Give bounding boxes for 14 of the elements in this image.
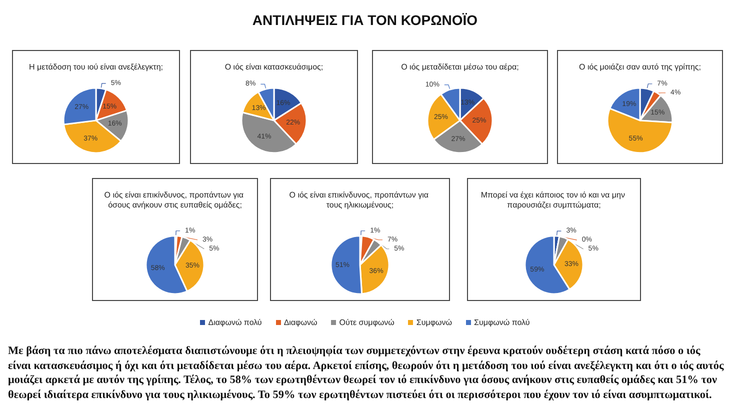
chart-title: Μπορεί να έχει κάποιος τον ιό και να μην παρουσιάζει συμπτώματα;: [480, 190, 628, 210]
text: ΑΝΤΙΛΗΨΕΙΣ ΓΙΑ ΤΟΝ ΚΟΡΩΝΟΪΟ: [251, 12, 479, 28]
chart-title: Ο ιός είναι επικίνδυνος, προπάντων για τους ηλικιωμένους;: [289, 190, 431, 210]
chart-title: Ο ιός είναι επικίνδυνος, προπάντων για όσους ανήκουν στις ευπαθείς ομάδες;: [104, 190, 246, 210]
chart-title: Ο ιός είναι κατασκευάσιμος;: [224, 62, 324, 72]
chart-title: Ο ιός μοιάζει σαν αυτό της γρίπης;: [579, 62, 701, 72]
legend-label: Ούτε συμφωνώ: [339, 318, 394, 327]
chart-title: Η μετάδοση του ιού είναι ανεξέλεγκτη;: [29, 62, 163, 72]
legend-label: Συμφωνώ πολύ: [474, 318, 530, 327]
text: Με βάση τα πιο πάνω αποτελέσματα διαπιστώνουμε ότι η πλειοψηφία των συμμετεχόντων στην έρευνα κρατούν ουδέτερη στάση κατά πόσο ο ιός είναι κατασκευάσιμος ή όχι και ότι μεταδίδεται μέσω του αέρα. Αρκετοί επίσης, θεωρούν ότι η μετάδοση του ιού είναι ανεξέλεγκτη και ότι ο ιός αυτός μοιάζει αρκετά με αυτόν της γρίπης. Τέλος, το 58% των ερωτηθέντων θεωρεί τον ιό επικίνδυνο για όσους ανήκουν στις ευπαθείς ομάδες και 51% τον θεωρεί ιδιαίτερα επικίνδυνο για τους ηλικιωμένους. Το 59% των ερωτηθέντων πιστεύει ότι οι περισσότεροι που έχουν τον ιό είναι ασυμπτωματικοί.: [8, 344, 724, 402]
legend-label: Συμφωνώ: [416, 318, 452, 327]
chart-title: Ο ιός μεταδίδεται μέσω του αέρα;: [401, 62, 519, 72]
legend-label: Διαφωνώ πολύ: [208, 318, 262, 327]
legend-label: Διαφωνώ: [284, 318, 318, 327]
